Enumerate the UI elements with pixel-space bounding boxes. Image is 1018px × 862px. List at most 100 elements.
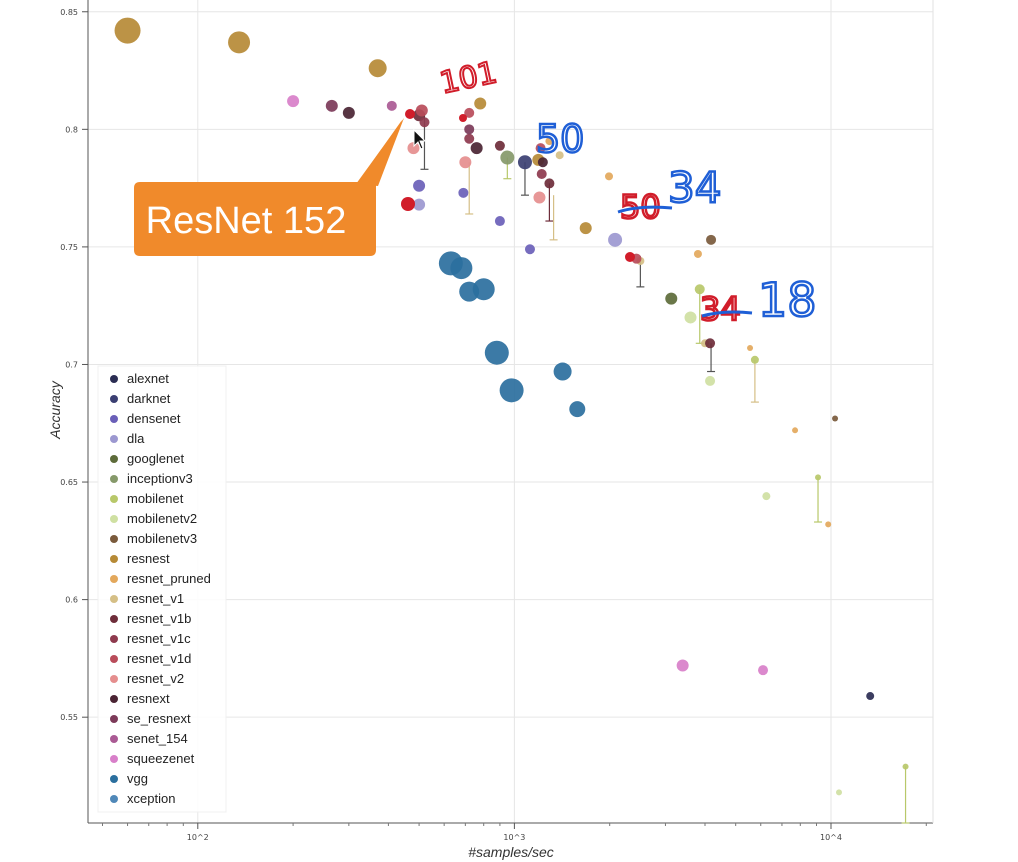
legend-label-squeezenet: squeezenet <box>127 751 195 766</box>
point-se-resnext <box>325 99 338 112</box>
point-densenet <box>413 179 426 192</box>
legend-swatch-densenet <box>110 415 118 423</box>
legend-label-resnet-v1: resnet_v1 <box>127 591 184 606</box>
point-resnest <box>368 59 387 78</box>
point-mobilenetv3 <box>832 415 839 422</box>
legend-swatch-darknet <box>110 395 118 403</box>
legend-label-xception: xception <box>127 791 175 806</box>
point-resnet-pruned <box>605 172 614 181</box>
legend-label-resnet-v2: resnet_v2 <box>127 671 184 686</box>
point-mobilenetv2 <box>705 375 716 386</box>
error-bars <box>420 112 910 824</box>
point-resnet-v2 <box>407 142 420 155</box>
legend-label-darknet: darknet <box>127 391 171 406</box>
ink-mark-50 <box>625 252 635 262</box>
point-densenet <box>458 187 469 198</box>
y-tick-label: 0.75 <box>60 243 78 252</box>
point-resnest <box>114 17 141 44</box>
ink-mark-101 <box>459 114 467 122</box>
axis-ticks: 0.55 0.6 0.65 0.7 0.75 0.8 0.85 10^2 10^3 10^4 <box>60 8 927 842</box>
point-vgg <box>569 401 586 418</box>
x-tick-label: 10^4 <box>820 833 842 842</box>
point-densenet <box>494 216 505 227</box>
legend-label-mobilenetv2: mobilenetv2 <box>127 511 197 526</box>
point-resnet-pruned <box>545 137 554 146</box>
point-resnet-v1d <box>464 107 475 118</box>
y-tick-label: 0.7 <box>65 360 78 369</box>
legend: alexnet darknet densenet dla googlenet incept… <box>97 365 227 813</box>
legend-swatch-mobilenetv3 <box>110 535 118 543</box>
point-resnext <box>342 106 355 119</box>
point-mobilenet <box>902 763 909 770</box>
point-resnet-v1c <box>419 117 430 128</box>
point-googlenet <box>665 292 678 305</box>
legend-label-senet-154: senet_154 <box>127 731 188 746</box>
ink-mark-34-scribble <box>401 197 415 211</box>
resnet152-callout: ResNet 152 <box>134 118 404 256</box>
x-tick-label: 10^3 <box>503 833 525 842</box>
y-tick-label: 0.85 <box>60 8 78 17</box>
y-tick-label: 0.55 <box>60 713 78 722</box>
point-squeezenet <box>287 95 300 108</box>
y-tick-label: 0.8 <box>65 125 78 134</box>
point-resnet-v1d <box>415 104 428 117</box>
legend-swatch-vgg <box>110 775 118 783</box>
point-vgg <box>450 257 473 280</box>
ink-label-34-struck: 34 <box>700 290 741 328</box>
point-darknet <box>517 155 532 170</box>
point-mobilenet <box>694 284 705 295</box>
point-mobilenet <box>750 355 759 364</box>
point-resnext <box>537 157 548 168</box>
legend-swatch-inceptionv3 <box>110 475 118 483</box>
legend-label-resnext: resnext <box>127 691 170 706</box>
ink-label-18: 18 <box>758 273 817 327</box>
legend-label-mobilenet: mobilenet <box>127 491 184 506</box>
point-mobilenetv2 <box>762 492 771 501</box>
legend-swatch-mobilenet <box>110 495 118 503</box>
legend-swatch-resnet-v2 <box>110 675 118 683</box>
legend-label-alexnet: alexnet <box>127 371 169 386</box>
ink-strike-50 <box>617 205 673 214</box>
point-resnext <box>470 142 483 155</box>
legend-swatch-xception <box>110 795 118 803</box>
legend-label-resnest: resnest <box>127 551 170 566</box>
point-dla <box>413 198 426 211</box>
point-senet-154 <box>386 100 397 111</box>
legend-label-inceptionv3: inceptionv3 <box>127 471 193 486</box>
legend-label-resnet-v1b: resnet_v1b <box>127 611 191 626</box>
legend-label-googlenet: googlenet <box>127 451 184 466</box>
data-points <box>114 17 909 796</box>
axes <box>87 0 934 824</box>
legend-label-resnet-pruned: resnet_pruned <box>127 571 211 586</box>
legend-swatch-resnext <box>110 695 118 703</box>
legend-swatch-squeezenet <box>110 755 118 763</box>
point-resnet-v1 <box>555 151 564 160</box>
point-se-resnext <box>464 124 475 135</box>
point-resnet-v2 <box>459 156 472 169</box>
point-resnet-v1b <box>494 140 505 151</box>
point-densenet <box>524 244 535 255</box>
point-vgg <box>484 340 509 365</box>
point-resnet-pruned <box>693 249 702 258</box>
point-resnet-pruned <box>747 345 754 352</box>
y-axis-label: Accuracy <box>47 380 63 440</box>
point-dla <box>608 232 623 247</box>
legend-swatch-senet-154 <box>110 735 118 743</box>
point-resnet-pruned <box>792 427 799 434</box>
legend-swatch-alexnet <box>110 375 118 383</box>
legend-swatch-mobilenetv2 <box>110 515 118 523</box>
ink-mark-152 <box>405 109 415 119</box>
x-tick-label: 10^2 <box>187 833 209 842</box>
point-resnest <box>579 222 592 235</box>
point-mobilenet <box>815 474 822 481</box>
point-vgg <box>553 362 572 381</box>
point-mobilenetv2 <box>684 311 697 324</box>
point-vgg <box>499 378 524 403</box>
legend-swatch-resnet-v1 <box>110 595 118 603</box>
mouse-cursor-icon <box>413 128 427 150</box>
handwritten-annotations: 101 50 50 34 34 18 <box>401 54 818 329</box>
point-squeezenet <box>758 665 769 676</box>
point-resnet-v2 <box>533 191 546 204</box>
point-resnet-pruned <box>825 521 832 528</box>
